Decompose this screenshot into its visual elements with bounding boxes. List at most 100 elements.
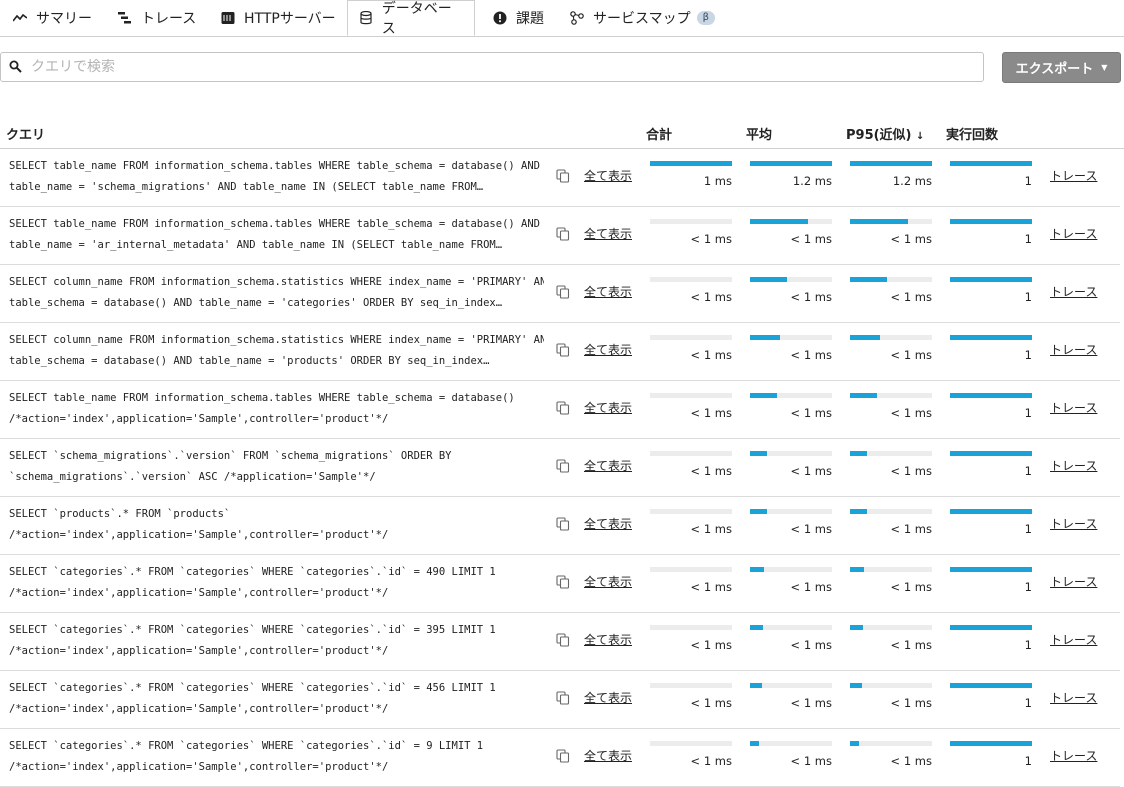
avg-bar-fill [750,451,768,456]
beta-badge: β [696,11,715,25]
server-icon [220,10,236,26]
avg-value: < 1 ms [790,754,832,768]
show-all-link[interactable]: 全て表示 [584,401,633,415]
avg-value: < 1 ms [790,348,832,362]
p95-bar-fill [850,625,864,630]
show-all-link[interactable]: 全て表示 [584,169,633,183]
tab-service-map[interactable]: サービスマップ β [569,0,715,36]
total-bar [650,625,732,630]
tab-issues[interactable]: 課題 [492,0,544,36]
p95-bar [850,683,932,688]
avg-bar-fill [750,683,762,688]
trace-link[interactable]: トレース [1050,749,1098,763]
tab-summary[interactable]: サマリー [12,0,92,36]
show-all-link[interactable]: 全て表示 [584,633,633,647]
sort-down-icon: ↓ [916,131,925,142]
copy-icon[interactable] [556,168,570,183]
tab-label: サービスマップ [593,11,691,27]
search-input[interactable] [31,59,983,75]
table-row: SELECT column_name FROM information_sche… [0,322,1120,381]
count-bar [950,567,1032,572]
p95-bar [850,741,932,746]
show-all-link[interactable]: 全て表示 [584,575,633,589]
query-text: SELECT `schema_migrations`.`version` FRO… [9,450,452,483]
count-bar [950,277,1032,282]
tab-trace[interactable]: トレース [117,0,196,36]
trace-link[interactable]: トレース [1050,633,1098,647]
total-value: < 1 ms [690,232,732,246]
avg-bar [750,625,832,630]
avg-bar [750,683,832,688]
trace-link[interactable]: トレース [1050,401,1098,415]
summary-icon [12,10,28,26]
alert-icon [492,10,508,26]
show-all-link[interactable]: 全て表示 [584,691,633,705]
p95-bar-fill [850,335,880,340]
tab-http-server[interactable]: HTTPサーバー [220,0,336,36]
count-value: 1 [1024,406,1032,420]
copy-icon[interactable] [556,284,570,299]
p95-bar-fill [850,683,862,688]
count-value: 1 [1024,580,1032,594]
header-p95[interactable]: P95(近似) ↓ [846,124,924,143]
show-all-link[interactable]: 全て表示 [584,459,633,473]
header-p95-label: P95(近似) [846,128,912,143]
table-row: SELECT table_name FROM information_schem… [0,380,1120,439]
avg-bar-fill [750,393,778,398]
table-row: SELECT `categories`.* FROM `categories` … [0,728,1120,787]
query-text: SELECT table_name FROM information_schem… [9,218,541,251]
header-total[interactable]: 合計 [646,128,673,143]
p95-bar [850,277,932,282]
trace-link[interactable]: トレース [1050,575,1098,589]
table-row: SELECT `categories`.* FROM `categories` … [0,670,1120,729]
show-all-link[interactable]: 全て表示 [584,343,633,357]
avg-bar-fill [750,335,780,340]
show-all-link[interactable]: 全て表示 [584,749,633,763]
show-all-link[interactable]: 全て表示 [584,285,633,299]
copy-icon[interactable] [556,400,570,415]
trace-link[interactable]: トレース [1050,691,1098,705]
show-all-link[interactable]: 全て表示 [584,517,633,531]
copy-icon[interactable] [556,632,570,647]
copy-icon[interactable] [556,574,570,589]
header-avg[interactable]: 平均 [746,128,773,143]
total-value: < 1 ms [690,348,732,362]
copy-icon[interactable] [556,690,570,705]
copy-icon[interactable] [556,458,570,473]
trace-link[interactable]: トレース [1050,285,1098,299]
count-bar-fill [950,277,1032,282]
avg-bar-fill [750,219,809,224]
p95-value: < 1 ms [890,522,932,536]
total-value: < 1 ms [690,638,732,652]
count-value: 1 [1024,522,1032,536]
export-button[interactable]: エクスポート ▼ [1002,52,1121,83]
copy-icon[interactable] [556,748,570,763]
query-text: SELECT `categories`.* FROM `categories` … [9,740,484,773]
copy-icon[interactable] [556,342,570,357]
count-bar [950,683,1032,688]
show-all-link[interactable]: 全て表示 [584,227,633,241]
trace-link[interactable]: トレース [1050,169,1098,183]
copy-icon[interactable] [556,226,570,241]
query-text: SELECT column_name FROM information_sche… [9,334,544,367]
total-bar [650,335,732,340]
avg-value: 1.2 ms [792,174,832,188]
trace-icon [117,10,133,26]
trace-link[interactable]: トレース [1050,459,1098,473]
header-count[interactable]: 実行回数 [946,128,999,143]
total-value: < 1 ms [690,522,732,536]
query-text: SELECT table_name FROM information_schem… [9,392,515,425]
avg-bar-fill [750,509,768,514]
tab-database[interactable]: データベース [347,0,475,37]
total-value: < 1 ms [690,580,732,594]
trace-link[interactable]: トレース [1050,343,1098,357]
total-bar-fill [650,161,732,166]
tab-bar: サマリー トレース HTTPサーバー データベース 課題 サービスマップ β [0,0,1124,37]
avg-bar [750,741,832,746]
p95-value: < 1 ms [890,464,932,478]
trace-link[interactable]: トレース [1050,517,1098,531]
trace-link[interactable]: トレース [1050,227,1098,241]
p95-value: < 1 ms [890,754,932,768]
avg-bar [750,567,832,572]
copy-icon[interactable] [556,516,570,531]
